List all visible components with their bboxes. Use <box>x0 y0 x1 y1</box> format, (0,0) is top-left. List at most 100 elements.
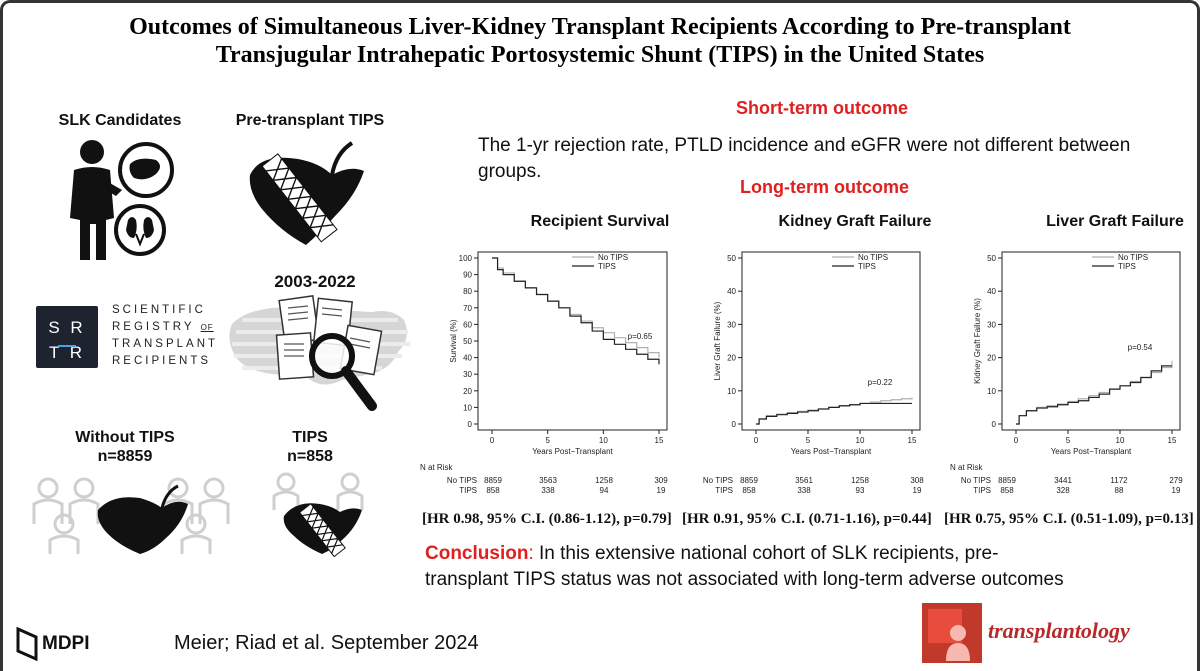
mdpi-logo-text: MDPI <box>42 633 90 654</box>
years-label: 2003-2022 <box>274 272 356 291</box>
chart-3-risk-row-label: TIPS <box>973 486 991 495</box>
chart-3-legend-label: TIPS <box>1118 262 1136 271</box>
chart-2-ytick-label: 20 <box>727 354 736 363</box>
chart-1-xtick-label: 5 <box>545 436 550 445</box>
chart-1-ytick-label: 20 <box>463 387 472 396</box>
srtr-word-transplant: TRANSPLANT <box>112 338 219 350</box>
chart-1-y-axis-label: Survival (%) <box>449 319 458 362</box>
chart-1-title: Recipient Survival <box>530 213 670 230</box>
chart-2-risk-value: 858 <box>742 486 756 495</box>
chart-1-xtick-label: 10 <box>599 436 608 445</box>
chart-1-risk-value: 19 <box>657 486 666 495</box>
chart-1-ytick-label: 40 <box>463 354 472 363</box>
chart-3-xtick-label: 15 <box>1168 436 1177 445</box>
pre-tips-label: Pre-transplant TIPS <box>235 112 385 129</box>
slk-candidates-label: SLK Candidates <box>58 112 182 129</box>
chart-2-x-axis-label: Years Post−Transplant <box>791 447 872 456</box>
chart-2-risk-value: 19 <box>913 486 922 495</box>
chart-1-risk-value: 8859 <box>484 476 502 485</box>
chart-1-ytick-label: 50 <box>463 337 472 346</box>
chart-2-risk-value: 93 <box>856 486 865 495</box>
chart-3-series-tips-line <box>1016 365 1172 425</box>
long-term-heading: Long-term outcome <box>740 177 909 197</box>
chart-2-risk-value: 3561 <box>795 476 813 485</box>
page-title-line-1: Outcomes of Simultaneous Liver-Kidney Tr… <box>129 14 1071 40</box>
chart-2-xtick-label: 10 <box>856 436 865 445</box>
chart-1-legend-label: TIPS <box>598 262 616 271</box>
chart-2-title: Kidney Graft Failure <box>778 213 932 230</box>
journal-name: transplantology <box>988 618 1130 643</box>
chart-2-risk-value: 8859 <box>740 476 758 485</box>
chart-3-xtick-label: 10 <box>1116 436 1125 445</box>
liver-tips-icon <box>249 141 364 245</box>
page-title-line-2: Transjugular Intrahepatic Portosystemic … <box>215 42 985 68</box>
chart-3-y-axis-label: Kidney Graft Failure (%) <box>973 298 982 384</box>
chart-3-hr-text: [HR 0.75, 95% C.I. (0.51-1.09), p=0.13] <box>944 511 1194 527</box>
crowd-liver-icon <box>32 477 230 554</box>
conclusion-colon: : <box>528 543 534 564</box>
conclusion-line-2: transplant TIPS status was not associate… <box>425 569 1064 590</box>
conclusion: Conclusion: In this extensive national c… <box>425 541 1195 593</box>
srtr-logo-mark: S R T R <box>36 306 98 368</box>
chart-1-x-axis-label: Years Post−Transplant <box>532 447 613 456</box>
chart-3-legend-label: No TIPS <box>1118 253 1148 262</box>
chart-3-risk-value: 1172 <box>1110 476 1128 485</box>
chart-1-plot-frame <box>477 251 668 431</box>
chart-3-risk-row-label: No TIPS <box>961 476 991 485</box>
chart-3-risk-value: 279 <box>1169 476 1183 485</box>
chart-1-ytick-label: 80 <box>463 287 472 296</box>
chart-1-risk-row-label: No TIPS <box>447 476 477 485</box>
us-map-registry-icon <box>229 295 410 411</box>
chart-1-p-value-annotation: p=0.65 <box>628 332 653 341</box>
chart-2-ytick-label: 10 <box>727 387 736 396</box>
chart-1-risk-header: N at Risk <box>420 463 453 472</box>
chart-2-series-no-tips-line <box>756 397 913 425</box>
tips-label: TIPS <box>292 429 328 446</box>
chart-3-series-no-tips-line <box>1016 360 1173 425</box>
chart-2-xtick-label: 15 <box>908 436 917 445</box>
chart-2-legend-label: TIPS <box>858 262 876 271</box>
chart-2-series-tips-line <box>756 402 912 425</box>
chart-3-x-axis-label: Years Post−Transplant <box>1051 447 1132 456</box>
chart-3-ytick-label: 10 <box>987 387 996 396</box>
chart-2-p-value-annotation: p=0.22 <box>868 378 893 387</box>
srtr-word-scientific: SCIENTIFIC <box>112 304 206 316</box>
srtr-logo-line-1: S R <box>48 318 85 337</box>
chart-3-risk-value: 858 <box>1000 486 1014 495</box>
chart-3-risk-value: 3441 <box>1054 476 1072 485</box>
chart-1-risk-value: 94 <box>600 486 609 495</box>
chart-1-risk-value: 3563 <box>539 476 557 485</box>
chart-3-ytick-label: 40 <box>987 287 996 296</box>
chart-3-xtick-label: 5 <box>1066 436 1071 445</box>
short-term-heading: Short-term outcome <box>736 98 909 118</box>
chart-3-plot-frame <box>1001 251 1181 431</box>
patient-icon <box>70 140 174 260</box>
chart-2-legend-label: No TIPS <box>858 253 888 262</box>
chart-2-y-axis-label: Liver Graft Failure (%) <box>713 301 722 380</box>
chart-3-risk-value: 328 <box>1056 486 1070 495</box>
chart-3-p-value-annotation: p=0.54 <box>1128 343 1153 352</box>
chart-2-risk-row-label: TIPS <box>715 486 733 495</box>
chart-1-ytick-label: 10 <box>463 403 472 412</box>
tips-count: n=858 <box>287 448 333 465</box>
conclusion-label: Conclusion <box>425 543 529 564</box>
srtr-logo-line-2: T R <box>49 343 85 362</box>
chart-2-ytick-label: 50 <box>727 254 736 263</box>
citation: Meier; Riad et al. September 2024 <box>174 632 479 654</box>
srtr-wordmark: SCIENTIFIC REGISTRY OF TRANSPLANT RECIPI… <box>112 302 222 370</box>
tips-group-liver-icon <box>272 472 364 558</box>
chart-3-ytick-label: 0 <box>992 420 997 429</box>
chart-3-xtick-label: 0 <box>1014 436 1019 445</box>
chart-1-ytick-label: 30 <box>463 370 472 379</box>
chart-1-ytick-label: 0 <box>468 420 473 429</box>
chart-1-risk-value: 338 <box>541 486 555 495</box>
without-tips-label: Without TIPS <box>75 429 175 446</box>
chart-1-risk-value: 1258 <box>595 476 613 485</box>
chart-2-plot-frame <box>741 251 921 431</box>
chart-1-hr-text: [HR 0.98, 95% C.I. (0.86-1.12), p=0.79] <box>422 511 672 527</box>
chart-3-risk-value: 88 <box>1115 486 1124 495</box>
chart-1-ytick-label: 100 <box>459 254 473 263</box>
chart-2-ytick-label: 0 <box>732 420 737 429</box>
mdpi-logo-icon <box>16 626 38 662</box>
